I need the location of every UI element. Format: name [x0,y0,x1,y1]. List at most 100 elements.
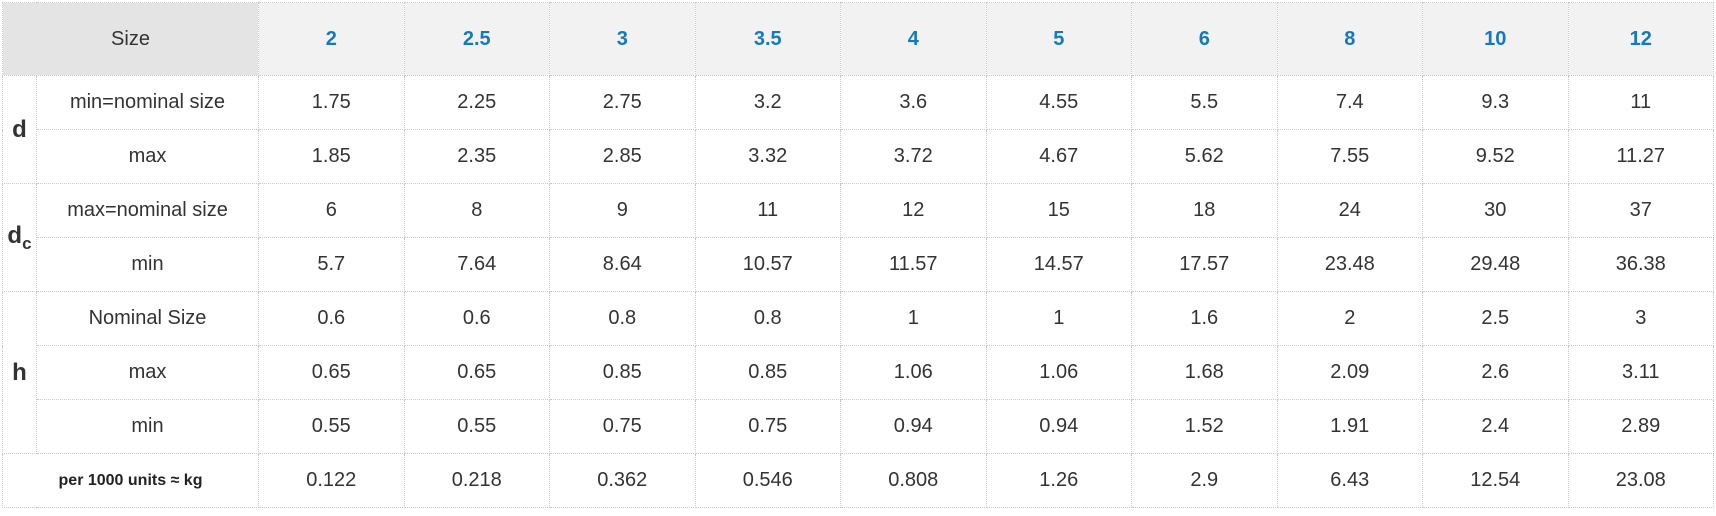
value-cell: 11.57 [840,237,987,292]
weight-value-cell: 2.9 [1131,453,1278,508]
value-cell: 0.85 [694,345,841,400]
value-cell: 0.6 [258,291,405,346]
value-cell: 3.72 [840,129,987,184]
value-cell: 1.68 [1131,345,1278,400]
value-cell: 7.64 [403,237,550,292]
value-cell: 0.75 [549,399,696,454]
value-cell: 18 [1131,183,1278,238]
size-column-header: 12 [1567,2,1714,76]
value-cell: 2.4 [1422,399,1569,454]
value-cell: 8 [403,183,550,238]
group-symbol: h [12,358,27,386]
value-cell: 1.85 [258,129,405,184]
size-column-header: 8 [1276,2,1423,76]
value-cell: 1.75 [258,75,405,130]
weight-value-cell: 0.546 [694,453,841,508]
value-cell: 9.52 [1422,129,1569,184]
value-cell: 2.25 [403,75,550,130]
size-column-header: 4 [840,2,987,76]
value-cell: 14.57 [985,237,1132,292]
row-label: min [36,399,259,454]
value-cell: 5.7 [258,237,405,292]
header-row: Size 2 2.5 3 3.5 4 5 6 8 10 12 [2,2,1714,76]
table-row: min 5.7 7.64 8.64 10.57 11.57 14.57 17.57 23.48 2… [3,237,1714,292]
value-cell: 30 [1422,183,1569,238]
value-cell: 37 [1567,183,1714,238]
value-cell: 5.62 [1131,129,1278,184]
value-cell: 2.35 [403,129,550,184]
group-symbol: d [12,115,27,143]
weight-value-cell: 1.26 [985,453,1132,508]
value-cell: 1.91 [1276,399,1423,454]
weight-row: per 1000 units ≈ kg 0.122 0.218 0.362 0.546 0… [2,453,1714,508]
size-column-header: 5 [985,2,1132,76]
row-label: max [36,129,259,184]
value-cell: 4.67 [985,129,1132,184]
value-cell: 36.38 [1567,237,1714,292]
value-cell: 3.6 [840,75,987,130]
row-label: Nominal Size [36,291,259,346]
weight-value-cell: 0.218 [403,453,550,508]
weight-value-cell: 12.54 [1422,453,1569,508]
size-column-header: 2.5 [403,2,550,76]
value-cell: 5.5 [1131,75,1278,130]
value-cell: 11.27 [1567,129,1714,184]
value-cell: 2.75 [549,75,696,130]
value-cell: 0.85 [549,345,696,400]
value-cell: 0.94 [840,399,987,454]
value-cell: 0.94 [985,399,1132,454]
value-cell: 3.32 [694,129,841,184]
table-body: d min=nominal size 1.75 2.25 2.75 3.2 3.6 4.55 5… [2,75,1714,508]
size-column-header: 3 [549,2,696,76]
table-row: max 0.65 0.65 0.85 0.85 1.06 1.06 1.68 2.09 2.6 3.… [3,345,1714,400]
row-label: max [36,345,259,400]
size-column-header: 10 [1422,2,1569,76]
value-cell: 3 [1567,291,1714,346]
value-cell: 2.6 [1422,345,1569,400]
row-label: min=nominal size [36,75,259,130]
value-cell: 0.65 [403,345,550,400]
value-cell: 0.65 [258,345,405,400]
weight-value-cell: 0.808 [840,453,987,508]
value-cell: 2.09 [1276,345,1423,400]
value-cell: 10.57 [694,237,841,292]
value-cell: 3.11 [1567,345,1714,400]
value-cell: 9 [549,183,696,238]
value-cell: 7.4 [1276,75,1423,130]
group-subscript: c [22,233,32,253]
table-row: min 0.55 0.55 0.75 0.75 0.94 0.94 1.52 1.91 2.4 2.… [3,399,1714,454]
group-label: dc [2,183,37,292]
value-cell: 1.6 [1131,291,1278,346]
value-cell: 11 [694,183,841,238]
value-cell: 12 [840,183,987,238]
weight-value-cell: 23.08 [1567,453,1714,508]
group-label: h [2,291,37,454]
value-cell: 11 [1567,75,1714,130]
value-cell: 3.2 [694,75,841,130]
value-cell: 2.85 [549,129,696,184]
value-cell: 0.55 [258,399,405,454]
table-row: h Nominal Size 0.6 0.6 0.8 0.8 1 1 1.6 2 2.5 3 [2,291,1714,454]
value-cell: 8.64 [549,237,696,292]
group-symbol: d [7,221,23,249]
size-column-header: 3.5 [694,2,841,76]
weight-value-cell: 0.122 [258,453,405,508]
value-cell: 7.55 [1276,129,1423,184]
weight-label: per 1000 units ≈ kg [2,453,259,508]
value-cell: 29.48 [1422,237,1569,292]
group-label: d [2,75,37,184]
value-cell: 9.3 [1422,75,1569,130]
weight-value-cell: 0.362 [549,453,696,508]
value-cell: 0.6 [403,291,550,346]
value-cell: 6 [258,183,405,238]
value-cell: 17.57 [1131,237,1278,292]
value-cell: 15 [985,183,1132,238]
row-label: min [36,237,259,292]
value-cell: 0.8 [694,291,841,346]
value-cell: 1 [840,291,987,346]
value-cell: 0.55 [403,399,550,454]
value-cell: 2 [1276,291,1423,346]
size-column-header: 6 [1131,2,1278,76]
value-cell: 2.5 [1422,291,1569,346]
size-column-header: 2 [258,2,405,76]
